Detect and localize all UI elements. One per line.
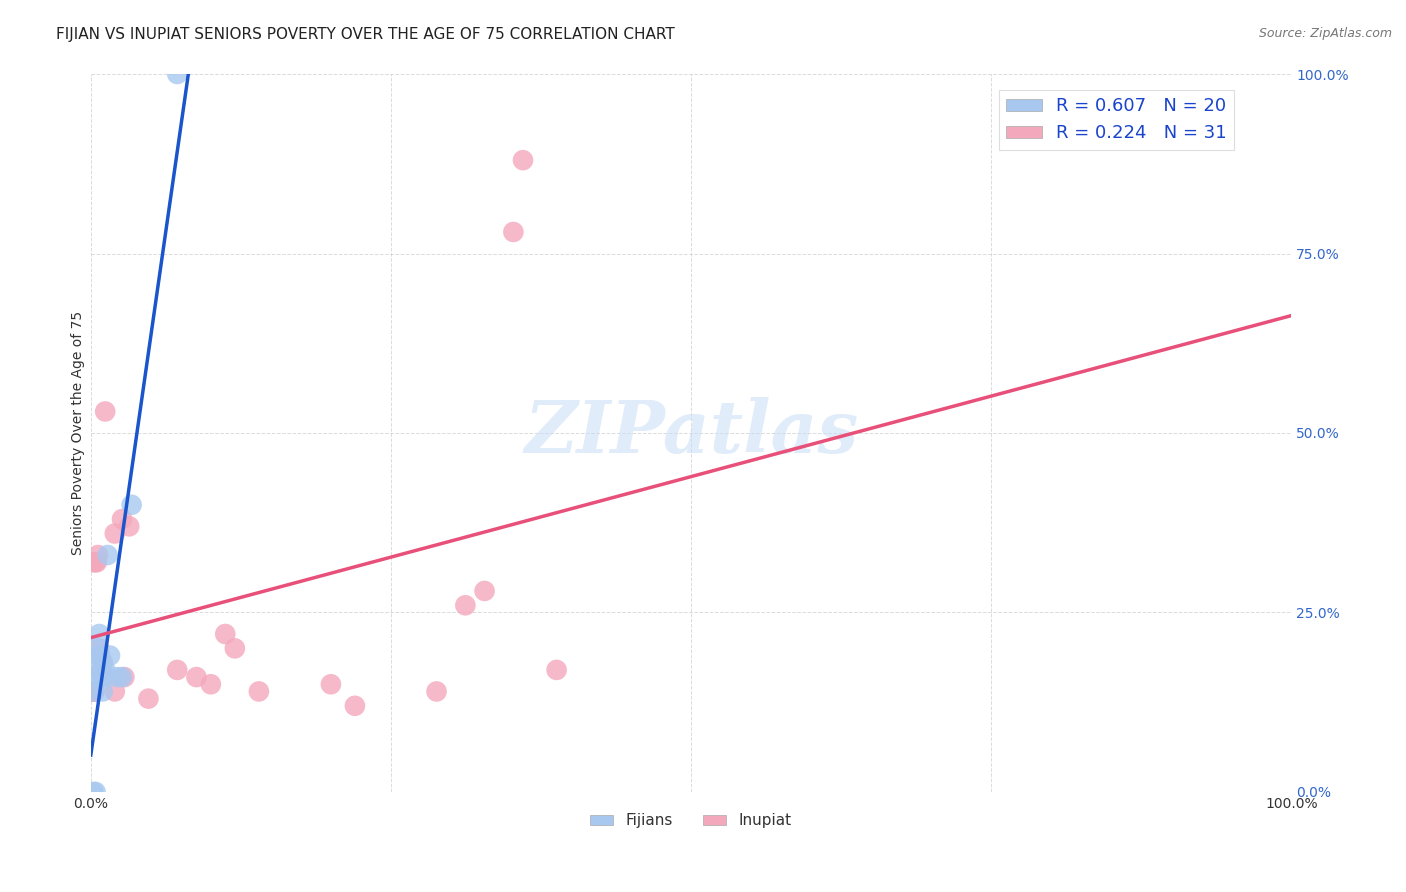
Point xyxy=(104,526,127,541)
Point xyxy=(546,663,568,677)
Point xyxy=(91,684,114,698)
Point xyxy=(84,670,107,684)
Text: Source: ZipAtlas.com: Source: ZipAtlas.com xyxy=(1258,27,1392,40)
Point xyxy=(111,512,134,526)
Point xyxy=(111,670,134,684)
Point xyxy=(82,684,104,698)
Point xyxy=(121,498,143,512)
Point xyxy=(166,67,188,81)
Point xyxy=(93,670,115,684)
Point xyxy=(425,684,447,698)
Point xyxy=(224,641,246,656)
Point xyxy=(474,583,496,598)
Point xyxy=(87,648,110,663)
Point xyxy=(90,670,112,684)
Point xyxy=(200,677,222,691)
Point xyxy=(82,555,104,569)
Point xyxy=(214,627,236,641)
Point xyxy=(84,555,107,569)
Point xyxy=(91,656,114,670)
Point xyxy=(512,153,534,168)
Point xyxy=(89,641,111,656)
Point xyxy=(94,404,117,418)
Point xyxy=(319,677,342,691)
Point xyxy=(138,691,160,706)
Text: ZIPatlas: ZIPatlas xyxy=(524,398,858,468)
Legend: Fijians, Inupiat: Fijians, Inupiat xyxy=(585,807,797,835)
Point xyxy=(94,663,117,677)
Point xyxy=(105,670,128,684)
Text: FIJIAN VS INUPIAT SENIORS POVERTY OVER THE AGE OF 75 CORRELATION CHART: FIJIAN VS INUPIAT SENIORS POVERTY OVER T… xyxy=(56,27,675,42)
Point xyxy=(89,627,111,641)
Point xyxy=(86,555,108,569)
Point xyxy=(186,670,208,684)
Point xyxy=(97,548,120,562)
Point xyxy=(502,225,524,239)
Point xyxy=(118,519,141,533)
Point xyxy=(343,698,366,713)
Point xyxy=(83,684,105,698)
Point xyxy=(83,684,105,698)
Point xyxy=(166,663,188,677)
Point xyxy=(104,684,127,698)
Point xyxy=(90,663,112,677)
Point xyxy=(91,656,114,670)
Point xyxy=(82,785,104,799)
Point xyxy=(86,641,108,656)
Point xyxy=(84,785,107,799)
Y-axis label: Seniors Poverty Over the Age of 75: Seniors Poverty Over the Age of 75 xyxy=(72,311,86,555)
Point xyxy=(454,599,477,613)
Point xyxy=(247,684,270,698)
Point xyxy=(87,548,110,562)
Point xyxy=(89,663,111,677)
Point xyxy=(98,648,121,663)
Point xyxy=(112,670,135,684)
Point xyxy=(89,648,111,663)
Point xyxy=(80,684,103,698)
